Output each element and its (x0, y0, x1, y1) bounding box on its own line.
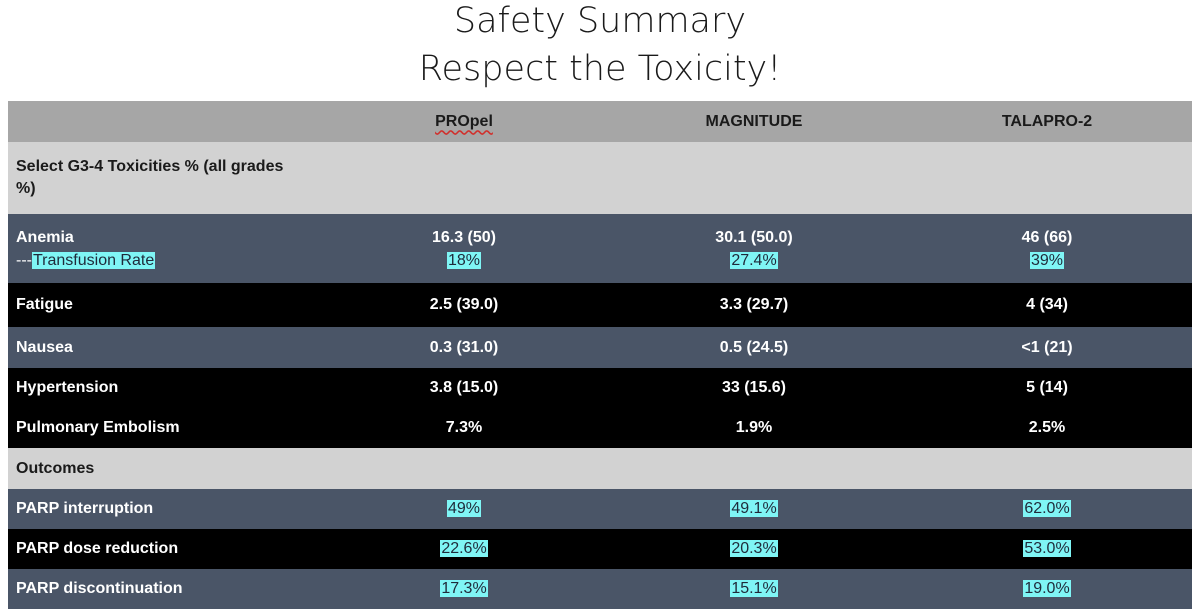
transfusion-magnitude: 27.4% (730, 251, 778, 269)
table-cell: 2.5% (1028, 419, 1066, 436)
table-row-parp-discontinuation: PARP discontinuation 17.3% 15.1% 19.0% (8, 569, 1192, 609)
table-row-nausea: Nausea 0.3 (31.0) 0.5 (24.5) <1 (21) (8, 327, 1192, 368)
safety-table: PROpel MAGNITUDE TALAPRO-2 Select G3-4 T… (8, 101, 1192, 609)
table-cell: 19.0% (1023, 580, 1071, 597)
column-header-magnitude: MAGNITUDE (705, 112, 803, 130)
table-cell: <1 (21) (1021, 338, 1073, 356)
table-row-pulmonary-embolism: Pulmonary Embolism 7.3% 1.9% 2.5% (8, 408, 1192, 448)
row-label: PARP discontinuation (16, 580, 183, 597)
transfusion-rate-label: ---Transfusion Rate (16, 251, 156, 269)
title-line-2: Respect the Toxicity! (418, 49, 782, 89)
section-label-outcomes: Outcomes (16, 459, 95, 477)
table-cell: 49.1% (730, 500, 778, 517)
table-cell: 7.3% (445, 419, 483, 436)
table-cell: 49% (446, 500, 482, 517)
table-cell: 2.5 (39.0) (429, 296, 499, 313)
table-cell: 3.3 (29.7) (719, 296, 789, 313)
table-cell: 53.0% (1023, 540, 1071, 557)
cell-anemia-propel: 16.3 (50) 18% (431, 228, 497, 269)
transfusion-talapro2: 39% (1029, 251, 1065, 269)
title-line-1: Safety Summary (453, 1, 747, 41)
table-row-parp-interruption: PARP interruption 49% 49.1% 62.0% (8, 489, 1192, 529)
row-label: Hypertension (16, 379, 119, 396)
table-row-hypertension: Hypertension 3.8 (15.0) 33 (15.6) 5 (14) (8, 368, 1192, 408)
column-header-propel: PROpel (435, 112, 493, 130)
table-cell: 1.9% (735, 419, 773, 436)
anemia-label: Anemia (16, 228, 74, 246)
header-empty-cell (8, 101, 322, 142)
section-row-toxicities: Select G3-4 Toxicities % (all grades %) (8, 142, 1192, 214)
transfusion-propel: 18% (446, 251, 482, 269)
table-cell: 17.3% (440, 580, 488, 597)
row-label-anemia: Anemia ---Transfusion Rate (8, 214, 322, 283)
column-header-talapro2: TALAPRO-2 (1001, 112, 1093, 130)
table-cell: 0.3 (31.0) (429, 338, 499, 356)
table-cell: 20.3% (730, 540, 778, 557)
table-cell: 62.0% (1023, 500, 1071, 517)
table-cell: 0.5 (24.5) (719, 338, 789, 356)
table-cell: 4 (34) (1026, 296, 1068, 313)
row-label: Fatigue (16, 296, 73, 313)
table-cell: 5 (14) (1026, 379, 1068, 396)
table-row-parp-dose-reduction: PARP dose reduction 22.6% 20.3% 53.0% (8, 529, 1192, 569)
cell-anemia-magnitude: 30.1 (50.0) 27.4% (715, 228, 793, 269)
row-label: Nausea (16, 338, 73, 356)
row-label: PARP dose reduction (16, 540, 179, 557)
row-label: Pulmonary Embolism (16, 419, 180, 436)
table-row-anemia: Anemia ---Transfusion Rate 16.3 (50) 18%… (8, 214, 1192, 283)
table-cell: 33 (15.6) (721, 379, 787, 396)
table-cell: 3.8 (15.0) (429, 379, 499, 396)
table-cell: 15.1% (730, 580, 778, 597)
section-label-toxicities: Select G3-4 Toxicities % (all grades %) (16, 158, 284, 197)
table-row-fatigue: Fatigue 2.5 (39.0) 3.3 (29.7) 4 (34) (8, 283, 1192, 327)
section-row-outcomes: Outcomes (8, 448, 1192, 489)
cell-anemia-talapro2: 46 (66) 39% (1021, 228, 1073, 269)
table-header-row: PROpel MAGNITUDE TALAPRO-2 (8, 101, 1192, 142)
table-cell: 22.6% (440, 540, 488, 557)
row-label: PARP interruption (16, 500, 154, 517)
